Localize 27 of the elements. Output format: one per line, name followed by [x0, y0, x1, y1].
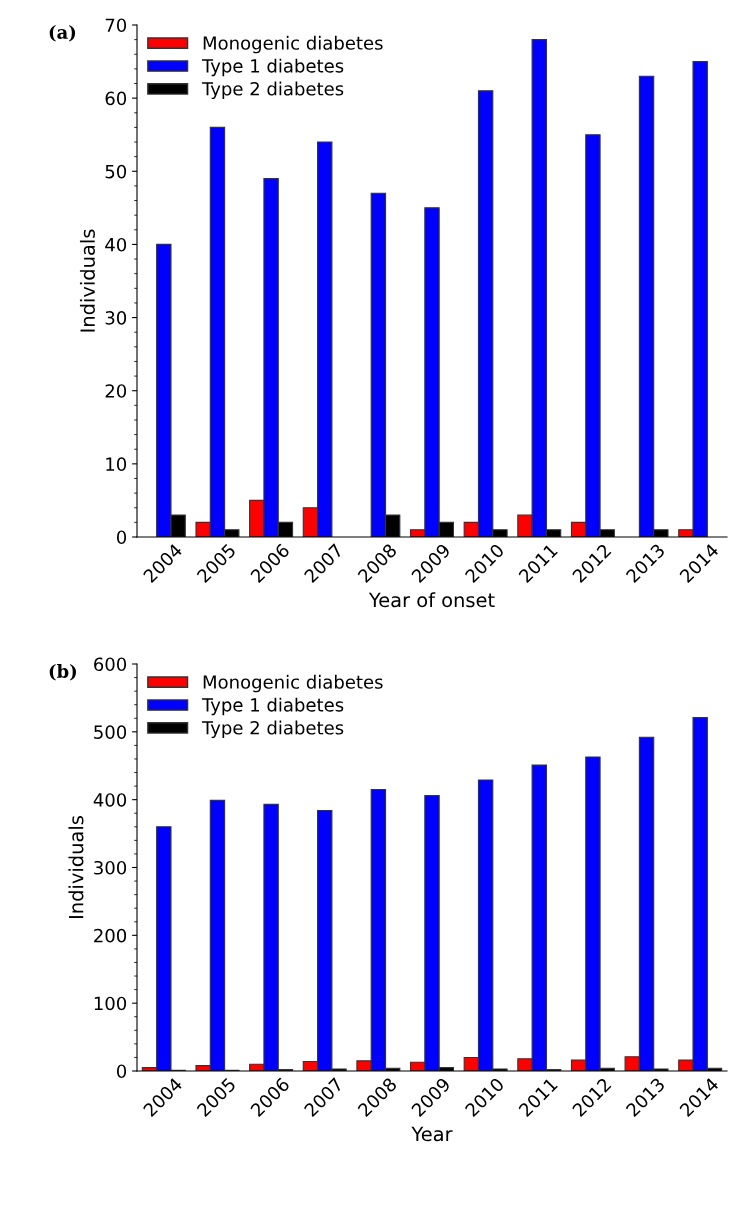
- y-tick-label: 600: [94, 657, 127, 672]
- y-tick-label: 20: [105, 384, 127, 398]
- y-tick-label: 60: [105, 91, 127, 106]
- chart-title: (a): [49, 25, 76, 42]
- y-tick-label: 0: [116, 530, 127, 545]
- y-tick-label: 400: [93, 793, 127, 807]
- y-tick-label: 30: [105, 311, 127, 325]
- x-axis-title: Year: [411, 1126, 453, 1142]
- y-axis-title: Individuals: [79, 229, 95, 332]
- chart-title: (b): [49, 664, 76, 681]
- y-axis-title: Individuals: [68, 816, 84, 919]
- y-tick-label: 40: [105, 237, 127, 252]
- y-tick-label: 300: [94, 860, 127, 875]
- y-tick-label: 500: [94, 725, 127, 739]
- legend-label: Monogenic diabetes: [203, 35, 383, 54]
- y-tick-label: 100: [94, 996, 127, 1011]
- legend-label: Type 2 diabetes: [201, 81, 344, 100]
- y-tick-label: 200: [94, 928, 127, 943]
- y-tick-label: 0: [116, 1064, 127, 1079]
- legend-label: Monogenic diabetes: [203, 674, 383, 693]
- legend-label: Type 1 diabetes: [201, 58, 344, 77]
- legend-label: Type 2 diabetes: [201, 720, 344, 739]
- y-tick-label: 70: [105, 18, 127, 33]
- x-axis-title: Year of onset: [368, 592, 495, 608]
- y-tick-label: 50: [105, 164, 127, 179]
- legend-label: Type 1 diabetes: [201, 697, 344, 716]
- y-tick-label: 10: [106, 457, 127, 471]
